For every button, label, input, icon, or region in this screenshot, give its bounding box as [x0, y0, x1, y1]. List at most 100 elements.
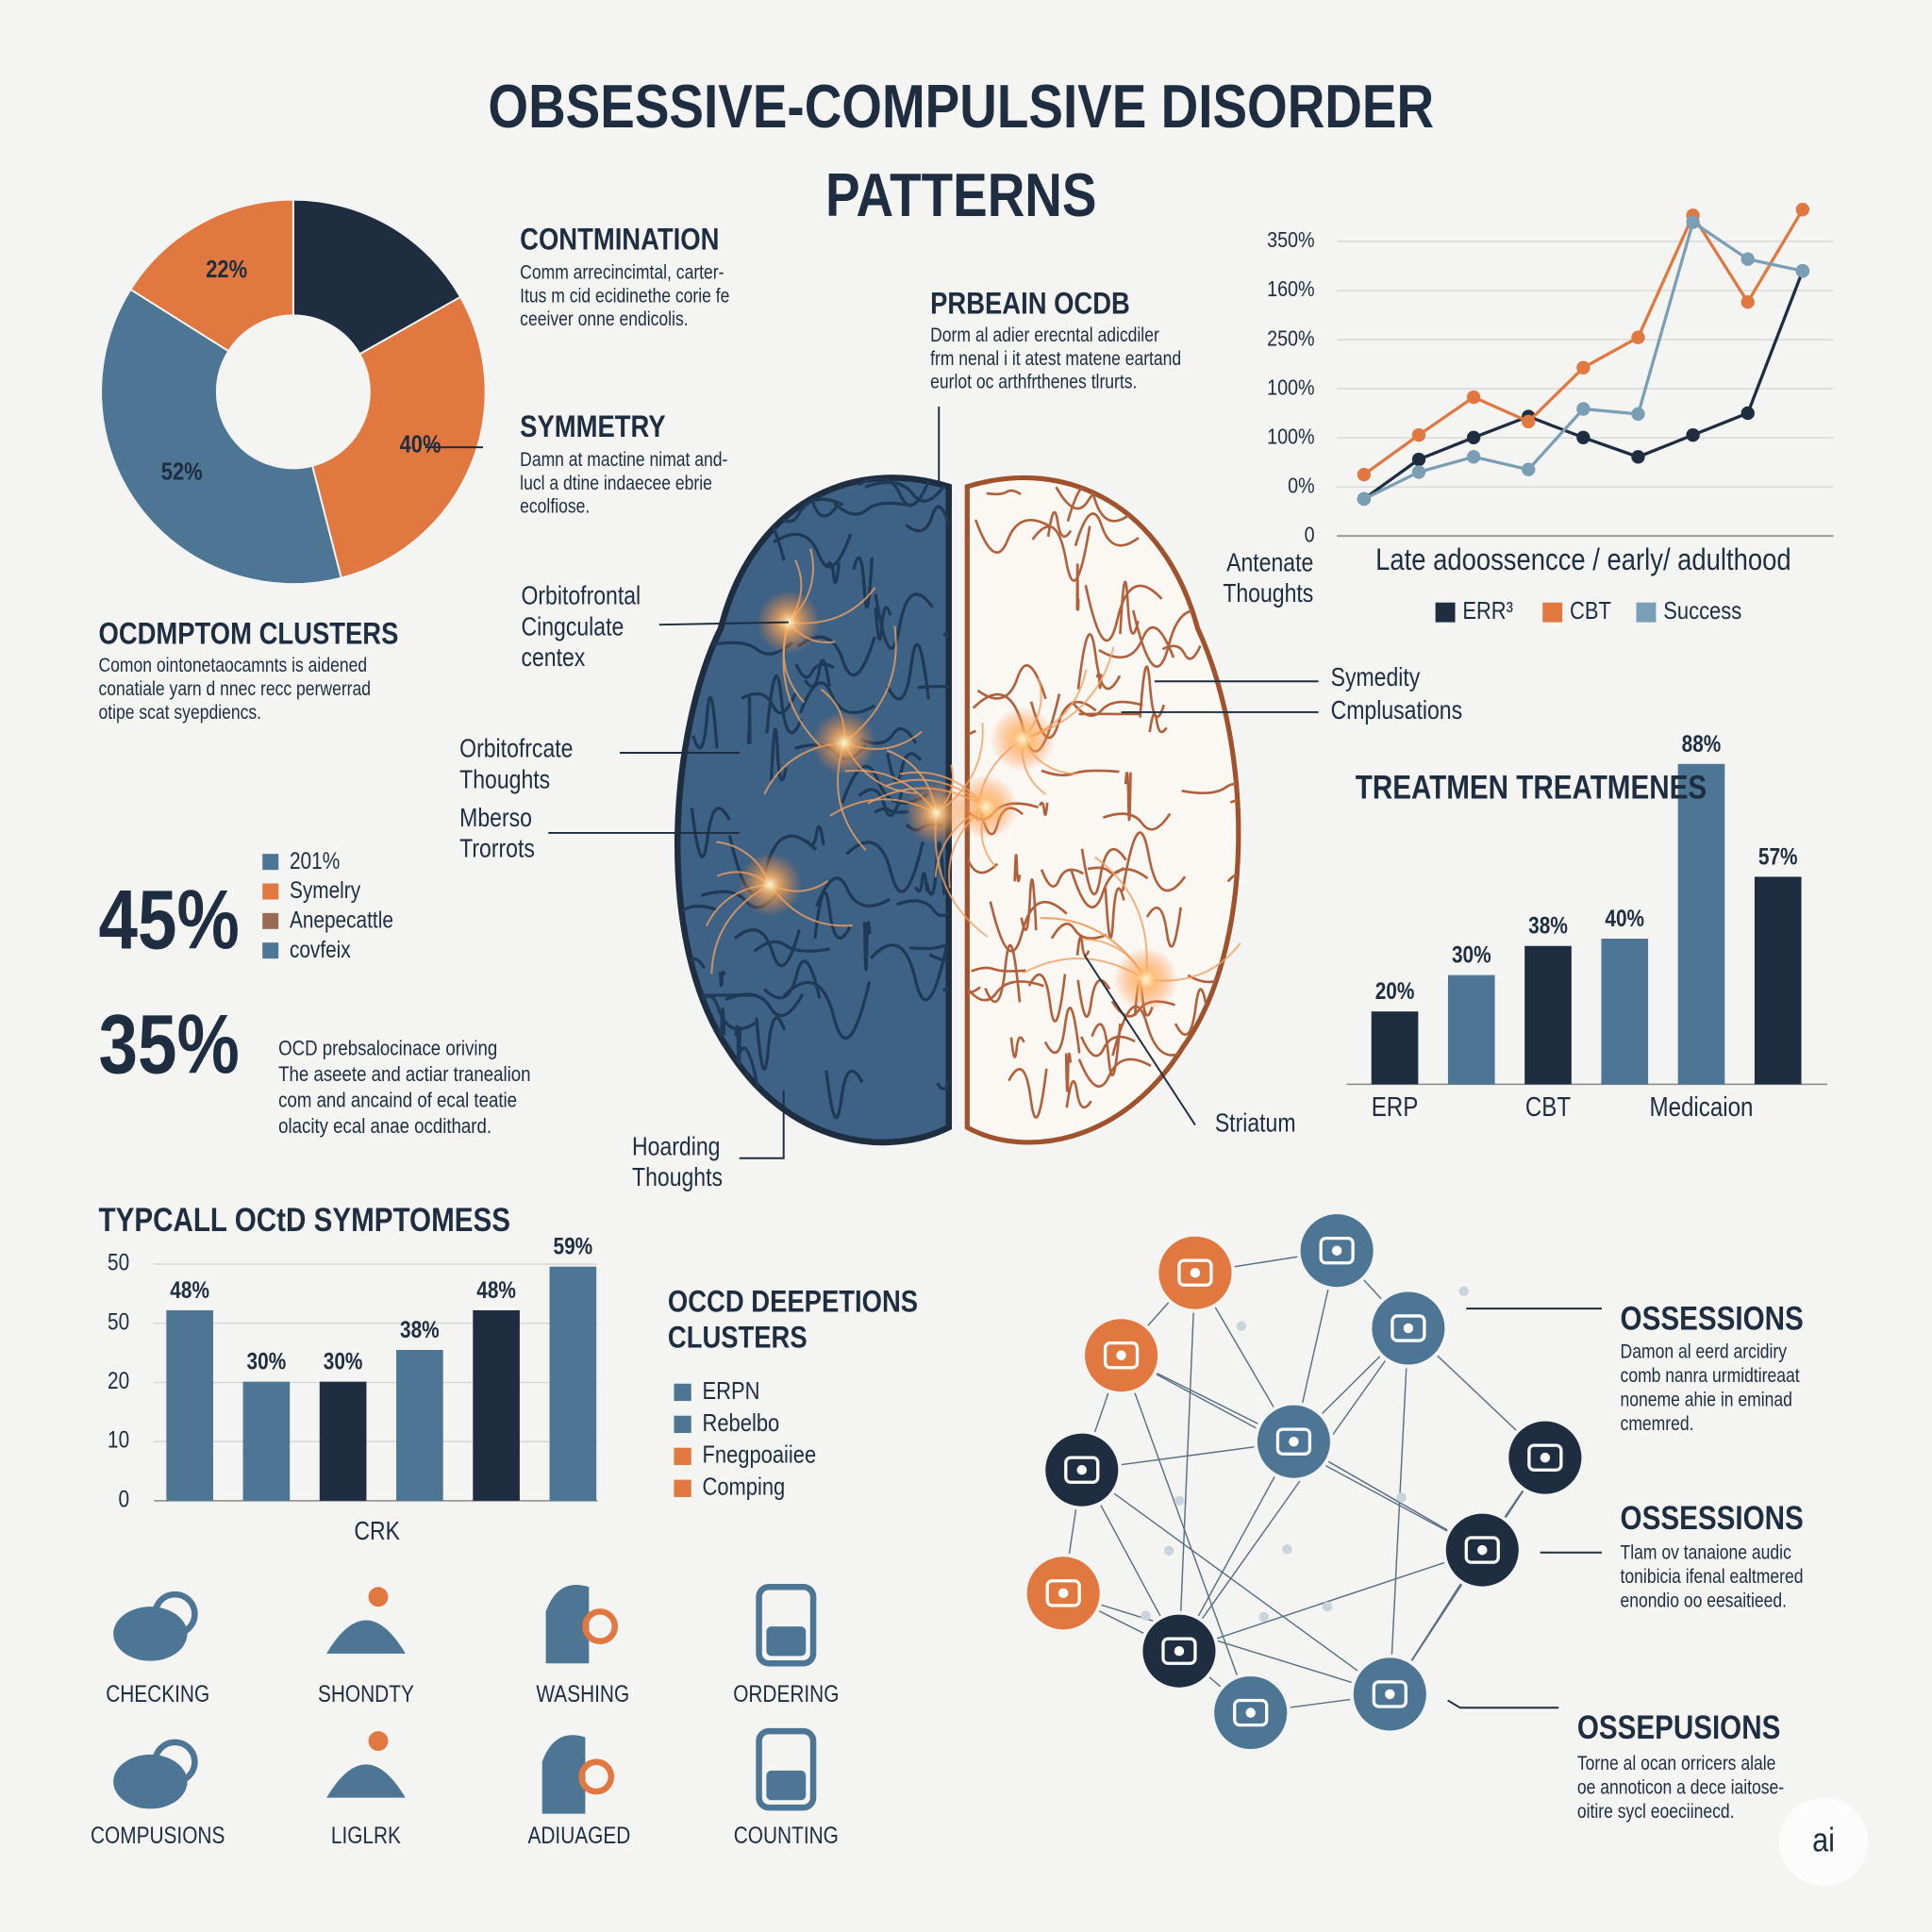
pointer-line	[739, 1090, 785, 1159]
block-text: otipe scat syepdiencs.	[98, 702, 261, 724]
value-label: 48%	[476, 1278, 516, 1304]
line-point	[1411, 452, 1426, 467]
network-dot	[1282, 1544, 1292, 1555]
icon-shape	[756, 1727, 817, 1811]
neuron-glow	[756, 590, 821, 655]
gyrus	[1039, 801, 1049, 817]
icon-shape	[766, 1626, 807, 1657]
value-label: 59%	[554, 1235, 593, 1260]
icon	[541, 1735, 615, 1814]
line-point	[1466, 450, 1481, 464]
node-icon	[1403, 1323, 1414, 1334]
gyrus	[1069, 868, 1149, 908]
gyrus	[733, 928, 801, 968]
network-dot	[1458, 1286, 1469, 1297]
gyrus	[718, 970, 726, 988]
gyrus	[773, 532, 853, 569]
network-dot	[1236, 1321, 1247, 1331]
block-text: ecolfiose.	[520, 496, 590, 518]
x-tick-label: Medicaion	[1650, 1092, 1754, 1123]
icon-label: WASHING	[536, 1682, 629, 1707]
gyrus	[1074, 512, 1140, 547]
gyrus	[914, 872, 929, 893]
gyrus	[886, 752, 923, 783]
node-icon	[1174, 1645, 1185, 1657]
line-point	[1576, 360, 1591, 375]
gyrus	[1091, 1023, 1122, 1077]
gyrus	[845, 841, 924, 893]
node-icon	[1289, 1436, 1299, 1447]
brain-label: Thoughts	[1223, 578, 1313, 608]
gyrus	[874, 606, 892, 641]
gyrus	[741, 691, 797, 715]
clusters-title: CLUSTERS	[668, 1319, 808, 1354]
gyrus	[798, 681, 876, 715]
gyrus	[1066, 484, 1134, 523]
block-text: Itus m cid ecidinethe corie fe	[520, 285, 729, 307]
gyrus	[974, 519, 1054, 554]
gyrus	[1080, 1035, 1136, 1058]
block-text: Comon ointonetaocamnts is aidened	[98, 655, 367, 676]
value-label: 88%	[1682, 732, 1722, 758]
note-text: tonibicia ifenal ealtmered	[1621, 1566, 1804, 1588]
gyrus	[782, 980, 872, 1040]
legend-label: ERPN	[702, 1376, 759, 1405]
icon-shape	[326, 1764, 406, 1798]
y-axis-label: 250%	[1267, 325, 1315, 350]
y-axis-label: 50	[108, 1251, 129, 1276]
icon-shape	[368, 1731, 389, 1751]
block-heading: CONTMINATION	[520, 222, 719, 257]
gyrus	[1161, 644, 1202, 660]
icon	[756, 1727, 817, 1811]
brain-label: Antenate	[1226, 547, 1313, 576]
legend-label: 201%	[290, 849, 340, 874]
gyrus	[917, 684, 949, 693]
gyrus	[1076, 633, 1122, 691]
x-tick-label: ERP	[1372, 1092, 1419, 1123]
legend-swatch	[674, 1447, 691, 1465]
block-text: conatiale yarn d nnec recc perwerrad	[98, 678, 371, 700]
node-icon	[1540, 1452, 1551, 1463]
value-label: 48%	[170, 1278, 209, 1304]
note-text: Tlam ov tanaione audic	[1621, 1542, 1791, 1564]
prevalence-text: OCD prebsalocinace oriving	[278, 1037, 497, 1060]
line-point	[1740, 252, 1755, 266]
icon-shape	[541, 1735, 586, 1814]
line-point	[1686, 215, 1700, 229]
prevalence-text: olacity ecal anae ocdithard.	[278, 1114, 491, 1138]
gyrus	[1174, 988, 1212, 1036]
brain-label: Thoughts	[459, 764, 550, 793]
node-icon	[1058, 1588, 1069, 1599]
gyrus	[967, 980, 1044, 1002]
line-point	[1740, 406, 1755, 421]
bar	[319, 1381, 367, 1501]
gyrus	[1104, 887, 1125, 940]
neuron-glow	[953, 774, 1018, 840]
line-point	[1631, 450, 1645, 464]
brain-label: Symedity	[1331, 662, 1421, 691]
clusters-title: OCCD DEEPETIONS	[668, 1284, 918, 1319]
icon-shape	[368, 1587, 389, 1607]
legend-label: Fnegpoaiiee	[702, 1441, 816, 1469]
x-axis-label: CRK	[354, 1516, 400, 1545]
network-edge	[1389, 1327, 1409, 1694]
note-heading: OSSEPUSIONS	[1577, 1709, 1781, 1746]
icon-shape	[578, 1758, 615, 1795]
network-edge	[1178, 1327, 1409, 1652]
icon-shape	[152, 1739, 198, 1785]
icon	[113, 1591, 198, 1661]
icon-label: CHECKING	[106, 1682, 209, 1707]
chart-title: TREATMEN TREATMENES	[1356, 770, 1707, 807]
icon-shape	[113, 1754, 188, 1809]
gyrus	[765, 675, 803, 735]
icon-label: LIGLRK	[331, 1824, 401, 1849]
gyrus	[858, 788, 905, 818]
bar	[549, 1266, 597, 1501]
gyrus	[1080, 848, 1127, 896]
gyrus	[885, 642, 930, 701]
brain-label: Hoarding	[632, 1132, 720, 1161]
icon	[113, 1739, 198, 1809]
gyrus	[1009, 1036, 1025, 1058]
icon	[756, 1584, 817, 1667]
